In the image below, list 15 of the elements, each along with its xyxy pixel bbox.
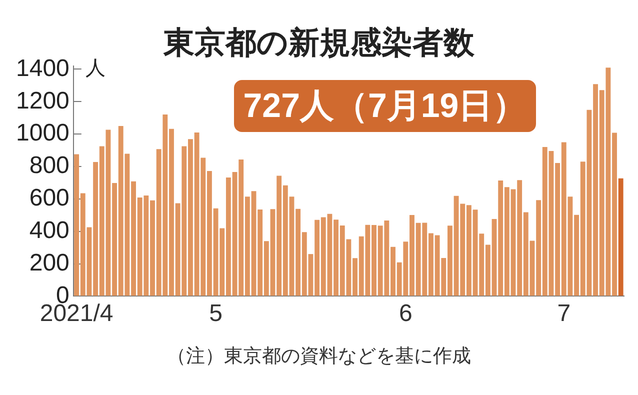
y-tick-label: 1000 (16, 120, 70, 147)
y-axis-title: 人 (85, 55, 106, 80)
chart-title: 東京都の新規感染者数 (164, 25, 474, 61)
y-tick-label: 800 (29, 152, 70, 180)
y-tick-label: 1200 (16, 87, 70, 114)
x-tick-label: 5 (209, 300, 222, 328)
y-tick-label: 600 (29, 184, 70, 212)
annotation: 727人（7月19日） (234, 80, 536, 132)
x-tick-label: 7 (557, 300, 571, 328)
y-tick-label: 200 (29, 249, 70, 276)
x-tick-label: 6 (398, 300, 412, 328)
y-tick-label: 400 (29, 216, 70, 244)
bar (618, 178, 624, 296)
text: （注）東京都の資料などを基に作成 (166, 344, 472, 369)
y-tick-label: 1400 (16, 54, 70, 82)
